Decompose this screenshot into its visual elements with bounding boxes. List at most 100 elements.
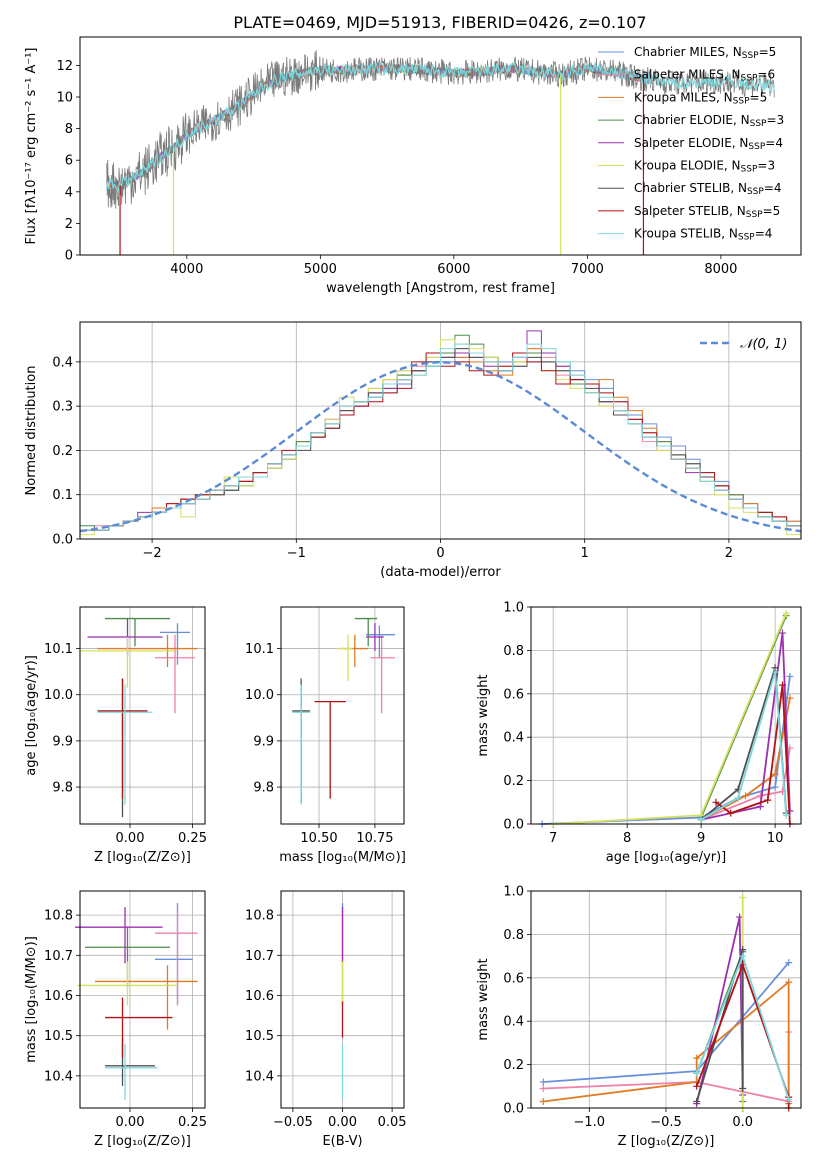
- weight_vs_Z-frame: [530, 890, 802, 1109]
- y-tick-label: 12: [56, 59, 73, 74]
- legend-value: =5: [763, 204, 781, 218]
- weight-point-marker: [771, 783, 779, 791]
- weight-point-marker: [782, 811, 790, 819]
- y-tick-label: 10.6: [44, 989, 73, 1004]
- x-axis-label: Z [log₁₀(Z/Z⊙)]: [618, 1134, 715, 1149]
- weight-point-marker: [739, 894, 747, 902]
- y-tick-label: 10.1: [44, 642, 73, 657]
- weight-point-marker: [756, 792, 764, 800]
- legend-value: =3: [766, 113, 784, 127]
- y-axis-label: mass [log₁₀(M/M⊙)]: [24, 936, 39, 1063]
- legend-label: Kroupa ELODIE, N: [634, 159, 741, 173]
- y-tick-label: 1.0: [503, 601, 524, 616]
- legend-entry: Kroupa ELODIE, NSSP=3: [634, 159, 775, 175]
- y-tick-label: 1.0: [503, 885, 524, 900]
- legend-entry: Salpeter MILES, NSSP=6: [634, 68, 775, 84]
- y-tick-label: 10: [56, 91, 73, 106]
- weight-point-marker: [764, 796, 772, 804]
- x-axis-label: Z [log₁₀(Z/Z⊙)]: [94, 850, 191, 865]
- legend-subscript: SSP: [741, 74, 758, 84]
- x-axis-label: mass [log₁₀(M/M⊙)]: [279, 850, 406, 865]
- y-tick-label: 0.2: [52, 444, 73, 459]
- weight-point-marker: [539, 1084, 547, 1092]
- x-tick-label: 8000: [704, 262, 737, 277]
- weight_vs_age-frame: [530, 606, 802, 825]
- legend-value: =5: [750, 90, 768, 104]
- y-tick-label: 0.2: [503, 774, 524, 789]
- y-tick-label: 10.0: [44, 688, 73, 703]
- x-tick-label: −1.0: [574, 1115, 606, 1130]
- y-axis-label: Flux [fλ10⁻¹⁷ erg cm⁻² s⁻¹ A⁻¹]: [24, 48, 39, 245]
- y-tick-label: 0.8: [503, 644, 524, 659]
- mass_vs_Z-frame: [79, 890, 206, 1109]
- weight-point-marker: [779, 681, 787, 689]
- x-tick-label: 8: [623, 831, 631, 846]
- legend-entry: Kroupa MILES, NSSP=5: [634, 90, 767, 106]
- residuals-frame: [79, 321, 802, 540]
- legend-label: Salpeter STELIB, N: [634, 204, 746, 218]
- x-tick-label: 7: [549, 831, 557, 846]
- y-tick-label: 10.5: [44, 1029, 73, 1044]
- y-tick-label: 9.8: [253, 781, 274, 796]
- weight-point-marker: [727, 809, 735, 817]
- age_vs_Z-frame: [79, 606, 206, 825]
- y-tick-label: 6: [65, 154, 73, 169]
- weight-point-marker: [771, 770, 779, 778]
- mass_vs_Z-points: [75, 903, 198, 1100]
- legend-label: Salpeter MILES, N: [634, 68, 741, 82]
- legend-value: =4: [764, 181, 782, 195]
- weight-point-marker: [693, 1054, 701, 1062]
- legend-label: Chabrier MILES, N: [634, 45, 742, 59]
- x-tick-label: −0.5: [650, 1115, 682, 1130]
- y-tick-label: 0.6: [503, 687, 524, 702]
- weight-series-line: [700, 671, 788, 821]
- y-tick-label: 9.9: [253, 734, 274, 749]
- legend-entry: Chabrier ELODIE, NSSP=3: [634, 113, 784, 129]
- legend-subscript: SSP: [746, 210, 763, 220]
- y-tick-label: 0.1: [52, 488, 73, 503]
- legend-label: Salpeter ELODIE, N: [634, 136, 748, 150]
- y-tick-label: 0: [65, 249, 73, 264]
- legend-subscript: SSP: [750, 119, 767, 129]
- x-tick-label: 0.25: [178, 831, 207, 846]
- gaussian-curve: [79, 361, 802, 533]
- x-axis-label: wavelength [Angstrom, rest frame]: [326, 281, 555, 296]
- weight-point-marker: [734, 794, 742, 802]
- weight-point-marker: [786, 672, 794, 680]
- legend-value: =3: [757, 159, 775, 173]
- legend-subscript: SSP: [741, 165, 758, 175]
- y-tick-label: 0.0: [52, 533, 73, 548]
- weight-point-marker: [539, 1097, 547, 1105]
- histogram-group: [79, 330, 802, 539]
- weight-point-marker: [739, 946, 747, 954]
- weight-point-marker: [693, 1069, 701, 1077]
- y-tick-label: 0.4: [503, 731, 524, 746]
- y-axis-label: mass weight: [476, 958, 491, 1040]
- y-tick-label: 0.2: [503, 1058, 524, 1073]
- x-axis-label: Z [log₁₀(Z/Z⊙)]: [94, 1134, 191, 1149]
- x-tick-label: 0.00: [116, 1115, 145, 1130]
- x-tick-label: 2: [725, 546, 733, 561]
- observed-spectrum-line: [106, 50, 775, 209]
- weight_vs_Z-axes: −1.0 −0.5 0.0 0.0 0.2 0.4 0.6 0.8 1.0 Z [log₁₀(Z/…: [476, 885, 801, 1149]
- x-tick-label: 0.25: [178, 1115, 207, 1130]
- x-tick-label: 9: [697, 831, 705, 846]
- spectrum-frame: [79, 36, 802, 256]
- spectrum-lines: [106, 50, 775, 255]
- weight-point-marker: [693, 1097, 701, 1105]
- weight-point-marker: [785, 978, 793, 986]
- x-tick-label: 6000: [437, 262, 470, 277]
- figure-title: PLATE=0469, MJD=51913, FIBERID=0426, z=0…: [233, 13, 646, 32]
- legend-label: Kroupa MILES, N: [634, 90, 733, 104]
- x-tick-label: 0: [436, 546, 444, 561]
- y-tick-label: 10.4: [44, 1069, 73, 1084]
- y-tick-label: 10.7: [245, 949, 274, 964]
- y-tick-label: 10.7: [44, 949, 73, 964]
- legend-subscript: SSP: [742, 51, 759, 61]
- weight-point-marker: [697, 816, 705, 824]
- y-axis-label: Normed distribution: [24, 366, 39, 496]
- legend-value: =5: [759, 45, 777, 59]
- x-tick-label: 10.75: [356, 831, 393, 846]
